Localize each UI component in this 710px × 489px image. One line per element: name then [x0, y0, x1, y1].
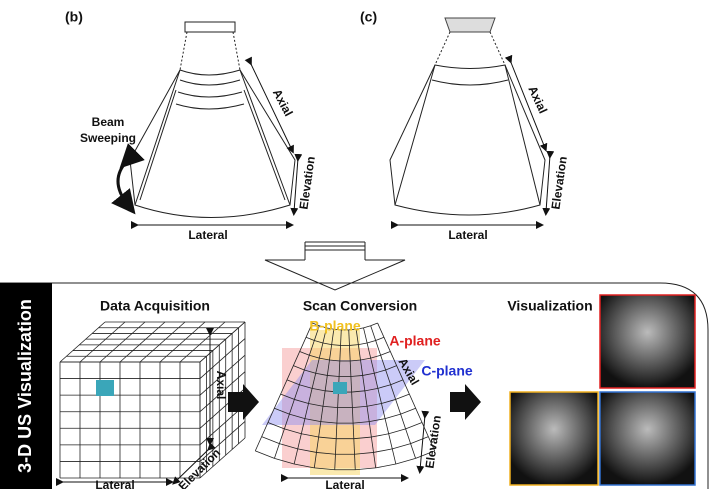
arrow [450, 384, 481, 420]
diagram: (b) Beam Sweeping Axial Elevation Latera… [0, 0, 710, 489]
fan-arc [389, 429, 406, 434]
fan-arc [406, 422, 422, 428]
panel-label: (b) [65, 9, 83, 25]
fan-arc [396, 458, 416, 464]
step-title: Scan Conversion [303, 298, 417, 314]
voxel [333, 382, 347, 394]
fan-arc [376, 337, 384, 340]
axis-label: Lateral [95, 478, 134, 489]
axis-label: Lateral [188, 228, 227, 242]
fan-arc [255, 451, 274, 458]
plane-label: B-plane [309, 318, 361, 334]
fan-arc [371, 323, 378, 326]
a-plane-image [600, 295, 695, 388]
axis-label: Lateral [325, 478, 364, 489]
fan-arc [262, 437, 280, 444]
step-title: Data Acquisition [100, 298, 210, 314]
arrow [228, 384, 259, 420]
step-title: Visualization [507, 298, 592, 314]
plane-label: C-plane [421, 363, 473, 379]
sweep-label: Sweeping [80, 131, 136, 145]
plane-label: A-plane [389, 333, 441, 349]
voxel [96, 380, 114, 396]
axis-label: Axial [214, 371, 228, 400]
b-plane-image [510, 392, 598, 485]
pipeline-title: 3-D US Visualization [15, 299, 35, 473]
fan-arc [363, 326, 370, 328]
axis-label: Lateral [448, 228, 487, 242]
fan-arc [381, 351, 391, 355]
sweep-label: Beam [92, 115, 125, 129]
panel-b: (b) Beam Sweeping Axial Elevation Latera… [65, 9, 318, 242]
axis-label: Elevation [297, 155, 318, 210]
axis-label: Elevation [176, 446, 224, 489]
axis-label: Elevation [549, 155, 570, 210]
panel-c: (c) Axial Elevation Lateral [360, 9, 570, 242]
fan-arc [367, 341, 376, 343]
fan-arc [392, 444, 410, 449]
panel-label: (c) [360, 9, 377, 25]
axis-label: Axial [525, 84, 550, 116]
fan-arc [401, 408, 416, 414]
fan-arc [376, 464, 396, 468]
axis-label: Elevation [423, 414, 444, 469]
axis-label: Axial [270, 87, 296, 119]
c-plane-image [600, 392, 695, 485]
fan-arc [385, 414, 401, 418]
